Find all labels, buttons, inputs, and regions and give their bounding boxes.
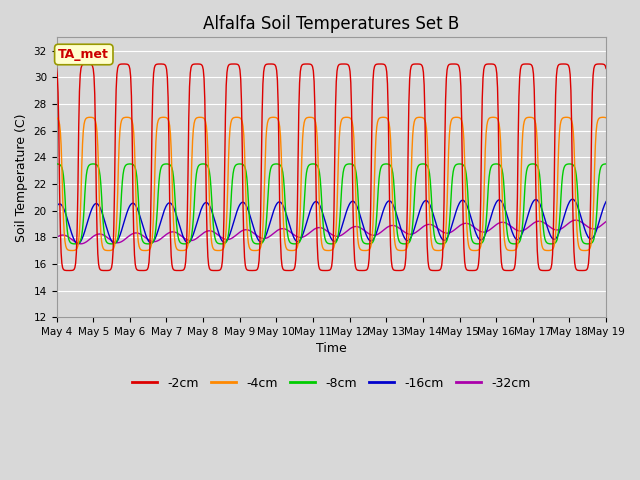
Legend: -2cm, -4cm, -8cm, -16cm, -32cm: -2cm, -4cm, -8cm, -16cm, -32cm: [127, 372, 536, 395]
Y-axis label: Soil Temperature (C): Soil Temperature (C): [15, 113, 28, 241]
X-axis label: Time: Time: [316, 342, 347, 356]
Title: Alfalfa Soil Temperatures Set B: Alfalfa Soil Temperatures Set B: [203, 15, 460, 33]
Text: TA_met: TA_met: [58, 48, 109, 61]
